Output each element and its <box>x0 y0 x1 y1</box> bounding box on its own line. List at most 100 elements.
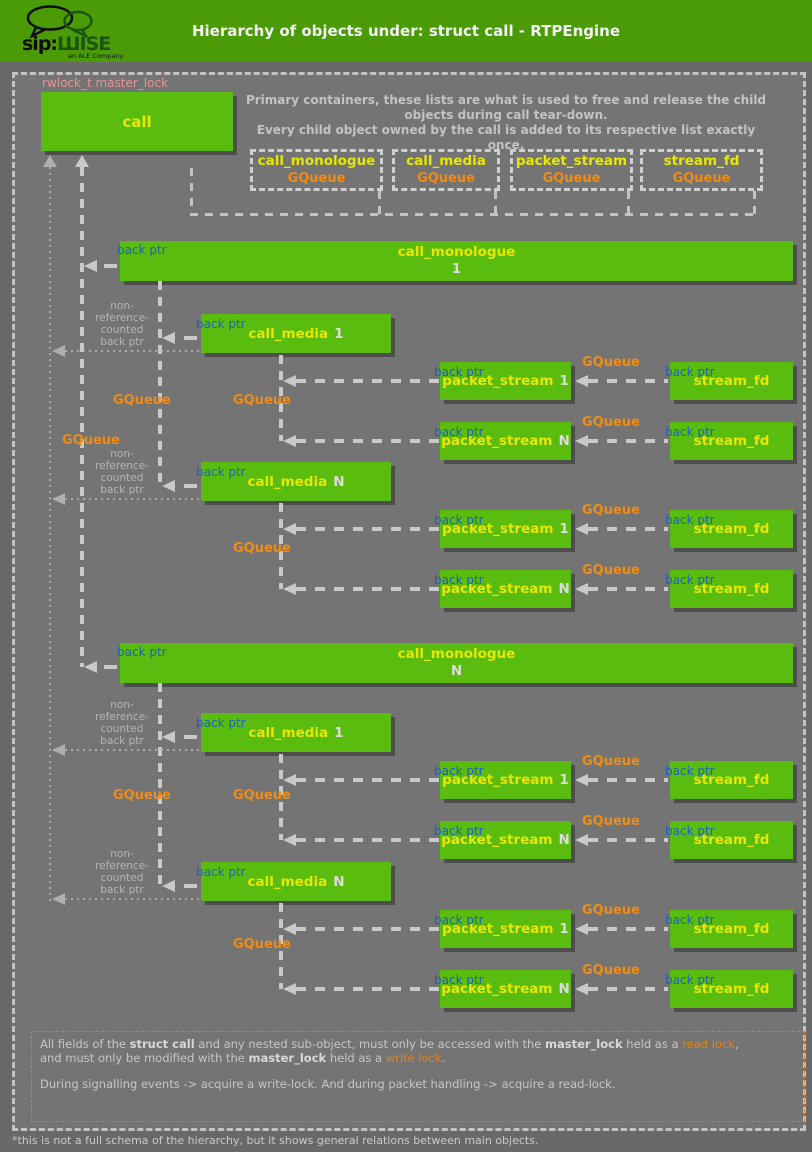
back-ptr-arrowhead <box>162 731 175 743</box>
stream-fd-box: stream_fd <box>670 510 793 548</box>
fd-back-ptr-arrowhead <box>575 435 588 447</box>
back-ptr-arrowhead <box>84 661 97 673</box>
gqueue-label-fd: GQueue <box>582 963 640 978</box>
fd-back-ptr-dashed-line <box>588 439 668 443</box>
packet-stream-num: 1 <box>559 373 569 389</box>
back-ptr-arrowhead <box>283 523 296 535</box>
footnote: *this is not a full schema of the hierar… <box>12 1134 539 1147</box>
stream-fd-box: stream_fd <box>670 821 793 859</box>
packet-stream-num: N <box>558 433 570 449</box>
packet-stream-box: packet_stream 1 <box>440 761 571 799</box>
queue-box-type: GQueue <box>287 171 346 186</box>
non-ref-label: non-reference- counted back ptr <box>95 848 149 896</box>
gqueue-label-fd: GQueue <box>582 754 640 769</box>
stream-fd-title: stream_fd <box>693 832 770 848</box>
back-ptr-dash <box>104 665 117 669</box>
back-ptr-label: back ptr <box>434 365 484 379</box>
gqueue-label-streams: GQueue <box>233 937 291 952</box>
call-monologue-box: call_monologue N <box>120 643 793 683</box>
packet-stream-title: packet_stream <box>441 581 553 597</box>
packet-stream-title: packet_stream <box>441 981 553 997</box>
fd-back-ptr-dashed-line <box>588 379 668 383</box>
packet-stream-box: packet_stream N <box>440 821 571 859</box>
back-ptr-label: back ptr <box>434 513 484 527</box>
packet-stream-num: N <box>558 581 570 597</box>
gqueue-label-medias: GQueue <box>113 788 171 803</box>
back-ptr-arrowhead <box>283 923 296 935</box>
back-ptr-dashed-line <box>296 838 440 842</box>
back-ptr-label: back ptr <box>434 913 484 927</box>
call-media-box: call_media 1 <box>201 314 391 353</box>
fd-back-ptr-arrowhead <box>575 923 588 935</box>
stream-fd-title: stream_fd <box>693 521 770 537</box>
back-ptr-label: back ptr <box>196 716 246 730</box>
back-ptr-label: back ptr <box>665 913 715 927</box>
call-monologue-title: call_monologue <box>397 646 516 662</box>
back-ptr-arrowhead <box>283 983 296 995</box>
back-ptr-dashed-line <box>296 778 440 782</box>
packet-stream-title: packet_stream <box>441 832 553 848</box>
back-ptr-arrowhead <box>84 260 97 272</box>
streams-gqueue-line <box>279 903 283 989</box>
stream-fd-box: stream_fd <box>670 910 793 948</box>
non-ref-dotted-line <box>65 749 201 751</box>
stream-fd-box: stream_fd <box>670 422 793 460</box>
stream-fd-title: stream_fd <box>693 921 770 937</box>
monologues-gqueue-trunk-line <box>80 167 84 667</box>
queue-box-stream-fd: stream_fd GQueue <box>640 149 763 191</box>
call-media-title: call_media <box>248 325 329 342</box>
back-ptr-label: back ptr <box>434 824 484 838</box>
stream-fd-title: stream_fd <box>693 981 770 997</box>
back-ptr-dashed-line <box>296 379 440 383</box>
call-box: call <box>41 92 233 151</box>
packet-stream-num: 1 <box>559 521 569 537</box>
fd-back-ptr-arrowhead <box>575 375 588 387</box>
streams-gqueue-line <box>279 355 283 441</box>
packet-stream-box: packet_stream 1 <box>440 910 571 948</box>
containers-connector-stub <box>494 191 497 214</box>
call-monologue-num: 1 <box>451 261 462 277</box>
call-box-label: call <box>122 112 152 131</box>
back-ptr-label: back ptr <box>665 513 715 527</box>
packet-stream-box: packet_stream N <box>440 970 571 1008</box>
intro-line-1: Primary containers, these lists are what… <box>245 93 767 122</box>
packet-stream-num: 1 <box>559 921 569 937</box>
back-ptr-arrowhead <box>283 583 296 595</box>
page-title: Hierarchy of objects under: struct call … <box>191 22 621 40</box>
call-monologue-box: call_monologue 1 <box>120 241 793 281</box>
stream-fd-title: stream_fd <box>693 373 770 389</box>
back-ptr-dashed-line <box>296 439 440 443</box>
gqueue-label-streams: GQueue <box>233 788 291 803</box>
call-media-num: N <box>333 873 345 890</box>
back-ptr-label: back ptr <box>434 764 484 778</box>
queue-box-title: call_media <box>406 153 486 169</box>
fd-back-ptr-dashed-line <box>588 987 668 991</box>
back-ptr-arrowhead <box>283 774 296 786</box>
back-ptr-label: back ptr <box>117 645 167 659</box>
packet-stream-num: N <box>558 832 570 848</box>
logo-wordmark: sip:ШISE <box>22 33 111 55</box>
gqueue-label-monologues: GQueue <box>62 433 120 448</box>
fd-back-ptr-dashed-line <box>588 587 668 591</box>
queue-box-call-media: call_media GQueue <box>392 149 500 191</box>
logo-sip: sip: <box>22 33 58 55</box>
queue-box-type: GQueue <box>542 171 601 186</box>
back-ptr-arrowhead <box>162 880 175 892</box>
back-ptr-trunk-arrow-up <box>75 155 89 167</box>
packet-stream-title: packet_stream <box>442 373 554 389</box>
back-ptr-dashed-line <box>296 527 440 531</box>
gqueue-label-streams: GQueue <box>233 541 291 556</box>
note-line-1: All fields of the struct call and any ne… <box>40 1037 739 1051</box>
back-ptr-label: back ptr <box>196 865 246 879</box>
intro-text: Primary containers, these lists are what… <box>242 93 770 153</box>
non-ref-trunk-arrow-up <box>43 155 57 167</box>
gqueue-label-fd: GQueue <box>582 814 640 829</box>
back-ptr-dash <box>184 735 197 739</box>
header-bar: sip:ШISE an ALE Company Hierarchy of obj… <box>0 0 812 62</box>
back-ptr-label: back ptr <box>434 973 484 987</box>
sipwise-logo: sip:ШISE an ALE Company <box>14 5 144 60</box>
non-ref-label: non-reference- counted back ptr <box>95 300 149 348</box>
non-ref-arrowhead <box>52 493 65 505</box>
non-ref-dotted-line <box>65 498 201 500</box>
stream-fd-title: stream_fd <box>693 581 770 597</box>
